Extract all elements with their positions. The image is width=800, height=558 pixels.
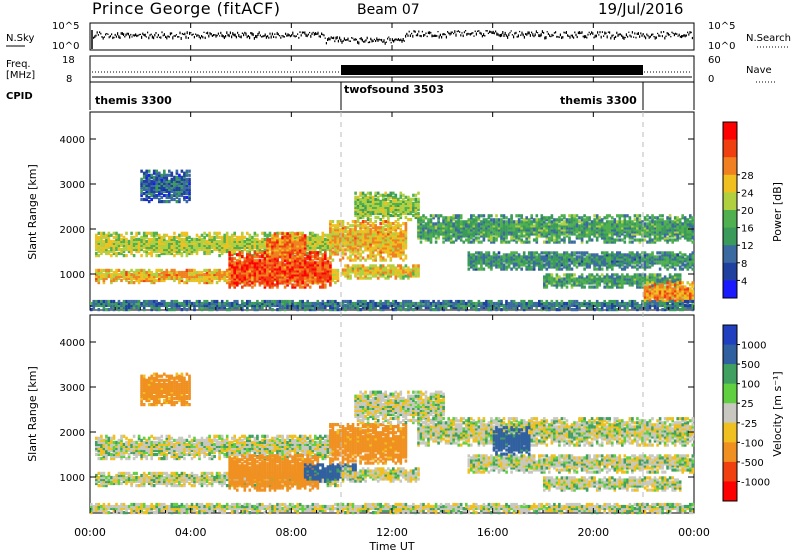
noise-right-tick-bottom: 10^0 [708, 41, 735, 52]
xtick-label-0: 00:00 [74, 526, 106, 539]
velocity-cbar-label: Velocity [m s⁻¹] [771, 371, 784, 456]
power-cbar-label: Power [dB] [771, 182, 784, 242]
cpid-panel: CPID themis 3300 twofsound 3503 themis 3… [6, 82, 694, 110]
noise-left-tick-top: 10^5 [52, 21, 79, 32]
cpid-mode-1: themis 3300 [95, 94, 172, 107]
velocity-cbar-tick-7: -1000 [741, 477, 770, 488]
xtick-label-6: 00:00 [678, 526, 710, 539]
noise-right-tick-top: 10^5 [708, 21, 735, 32]
power-region-8 [417, 214, 694, 244]
noise-left-tick-bottom: 10^0 [52, 41, 79, 52]
power-cbar-tick-6: 28 [741, 171, 754, 182]
velocity-cbar-tick-3: 25 [741, 399, 754, 410]
velocity-colorbar: 1000 500 100 25 -25 -100 -500 -1000 [723, 325, 770, 502]
freq-tick-bottom: 8 [66, 74, 72, 85]
cpid-mode-3: themis 3300 [560, 94, 637, 107]
cpid-mode-2: twofsound 3503 [344, 83, 444, 96]
velocity-cbar-tick-6: -500 [741, 458, 764, 469]
ytick-0-2: 3000 [60, 180, 85, 191]
ytick-0-1: 2000 [60, 225, 85, 236]
velocity-region-11 [543, 476, 682, 491]
freq-tick-top: 18 [62, 55, 75, 66]
power-ylabel: Slant Range [km] [26, 164, 39, 260]
power-cbar-tick-2: 12 [741, 241, 754, 252]
power-cbar-tick-1: 8 [741, 259, 747, 270]
power-colorbar: 4 8 12 16 20 24 28 [723, 122, 754, 299]
xtick-label-4: 16:00 [477, 526, 509, 539]
beam-title: Beam 07 [357, 2, 420, 18]
ytick-1-1: 2000 [60, 428, 85, 439]
velocity-cbar-tick-0: 1000 [741, 341, 766, 352]
ytick-0-3: 4000 [60, 135, 85, 146]
velocity-cbar-tick-1: 500 [741, 360, 760, 371]
x-axis-label: Time UT [368, 540, 414, 553]
power-region-4 [140, 170, 191, 204]
nave-tick-top: 60 [708, 55, 721, 66]
freq-label-1: Freq. [6, 59, 31, 70]
noise-left-label: N.Sky [6, 33, 34, 44]
freq-label-2: [MHz] [6, 70, 35, 81]
noise-panel: N.Sky 10^5 10^0 10^5 10^0 N.Search [6, 21, 791, 52]
cpid-label: CPID [6, 91, 33, 102]
velocity-cbar-tick-4: -25 [741, 419, 757, 430]
power-cbar-tick-4: 20 [741, 206, 754, 217]
xtick-label-2: 08:00 [275, 526, 307, 539]
velocity-region-7 [354, 391, 445, 425]
date-title: 19/Jul/2016 [598, 0, 683, 18]
ytick-1-2: 3000 [60, 383, 85, 394]
xtick-label-5: 20:00 [577, 526, 609, 539]
velocity-cbar-tick-5: -100 [741, 438, 764, 449]
ytick-0-0: 1000 [60, 270, 85, 281]
station-title: Prince George (fitACF) [92, 0, 281, 18]
power-region-3 [266, 232, 306, 262]
ytick-1-0: 1000 [60, 473, 85, 484]
velocity-panel: 1000 2000 3000 4000 Slant Range [km] 1000 50… [26, 315, 784, 514]
power-panel: 1000 2000 3000 4000 Slant Range [km] 4 8 12 16… [26, 112, 784, 311]
xtick-label-1: 04:00 [175, 526, 207, 539]
ytick-1-3: 4000 [60, 338, 85, 349]
xtick-label-3: 12:00 [376, 526, 408, 539]
velocity-cbar-tick-2: 100 [741, 380, 760, 391]
noise-right-label: N.Search [746, 33, 791, 44]
nave-label: Nave [746, 65, 772, 76]
power-cbar-tick-3: 16 [741, 224, 754, 235]
power-cbar-tick-0: 4 [741, 276, 747, 287]
frequency-panel: Freq. [MHz] 18 8 60 0 Nave [6, 55, 776, 85]
power-cbar-tick-5: 24 [741, 188, 754, 199]
nave-block [341, 65, 643, 75]
velocity-ylabel: Slant Range [km] [26, 366, 39, 462]
nave-tick-bottom: 0 [708, 74, 714, 85]
